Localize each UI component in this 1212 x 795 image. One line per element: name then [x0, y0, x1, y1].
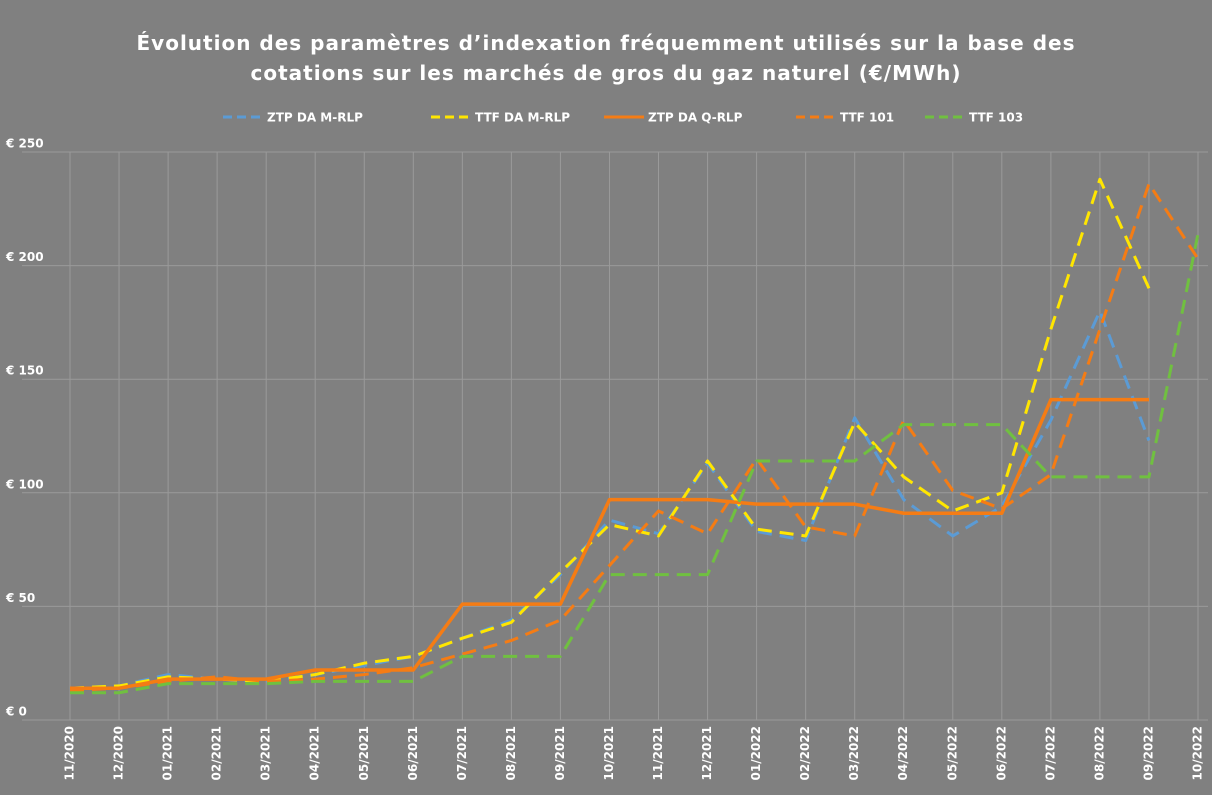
x-tick-label: 08/2022	[1092, 726, 1106, 780]
x-tick-label: 05/2022	[945, 726, 959, 780]
x-tick-label: 01/2021	[161, 726, 175, 780]
legend-label: TTF 101	[840, 111, 894, 125]
x-tick-label: 09/2022	[1141, 726, 1155, 780]
x-tick-label: 04/2021	[308, 726, 322, 780]
y-tick-label: € 250	[5, 137, 44, 151]
legend-label: TTF 103	[969, 111, 1023, 125]
series-line	[69, 182, 1200, 692]
x-tick-label: 12/2020	[112, 726, 126, 780]
x-tick-label: 03/2022	[847, 726, 861, 780]
series-line	[70, 233, 1200, 695]
x-tick-label: 09/2021	[553, 726, 567, 780]
x-tick-label: 06/2022	[994, 726, 1008, 780]
x-tick-label: 07/2022	[1043, 726, 1057, 780]
legend-label: TTF DA M-RLP	[475, 111, 570, 125]
legend-label: ZTP DA Q-RLP	[648, 111, 743, 125]
x-tick-label: 02/2022	[798, 726, 812, 780]
y-tick-label: € 200	[5, 250, 44, 264]
x-tick-label: 04/2022	[896, 726, 910, 780]
chart-title: Évolution des paramètres d’indexation fr…	[136, 31, 1076, 85]
x-tick-label: 10/2021	[602, 726, 616, 780]
x-tick-label: 12/2021	[700, 726, 714, 780]
x-tick-label: 03/2021	[259, 726, 273, 780]
x-tick-label: 01/2022	[749, 726, 763, 780]
x-tick-label: 11/2021	[651, 726, 665, 780]
legend-label: ZTP DA M-RLP	[267, 111, 363, 125]
x-tick-label: 06/2021	[406, 726, 420, 780]
x-tick-label: 08/2021	[504, 726, 518, 780]
x-tick-label: 02/2021	[210, 726, 224, 780]
y-tick-label: € 100	[5, 477, 44, 491]
y-tick-label: € 50	[5, 591, 35, 605]
x-tick-label: 05/2021	[357, 726, 371, 780]
x-tick-label: 07/2021	[455, 726, 469, 780]
x-tick-label: 10/2022	[1191, 726, 1205, 780]
y-tick-label: € 0	[5, 705, 27, 719]
x-tick-label: 11/2020	[63, 726, 77, 780]
y-tick-label: € 150	[5, 364, 44, 378]
